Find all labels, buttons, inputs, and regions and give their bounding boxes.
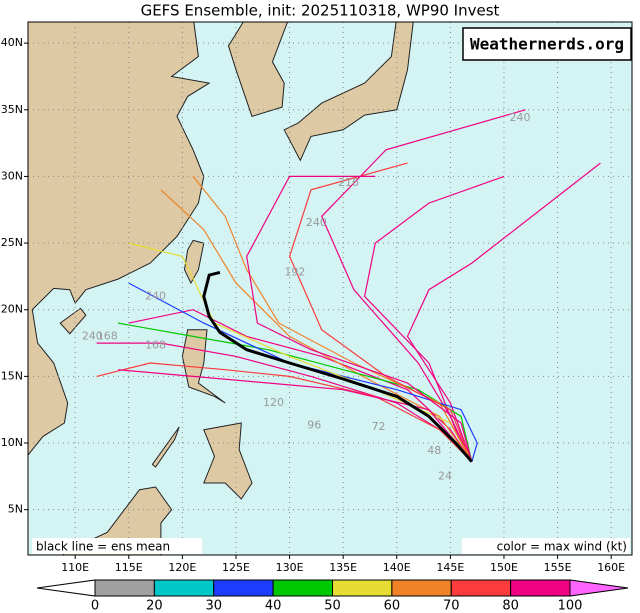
- ensemble-track: [117, 322, 473, 462]
- land: [59, 307, 87, 335]
- hour-label: 192: [284, 265, 305, 278]
- colorbar-label: 100: [558, 599, 583, 613]
- lon-label: 130E: [276, 561, 304, 574]
- colorbar-segment: [332, 579, 393, 597]
- lon-label: 150E: [490, 561, 518, 574]
- ensemble-mean: [202, 270, 473, 463]
- colorbar-label: 0: [91, 599, 99, 613]
- colorbar-label: 70: [443, 599, 460, 613]
- watermark-box: [462, 27, 632, 61]
- lon-label: 155E: [544, 561, 572, 574]
- lon-label: 145E: [436, 561, 464, 574]
- hour-label: 72: [372, 420, 386, 433]
- watermark: Weathernerds.org: [470, 35, 624, 54]
- hour-label: 48: [427, 444, 441, 457]
- colorbar-label: 20: [146, 599, 163, 613]
- colorbar-segment: [391, 579, 452, 597]
- lon-label: 125E: [222, 561, 250, 574]
- colorbar-segment: [153, 579, 215, 597]
- ensemble-track: [192, 176, 473, 462]
- hour-label: 168: [97, 329, 118, 342]
- hour-label: 240: [306, 216, 327, 229]
- note-bg: [32, 538, 202, 554]
- hour-label: 240: [82, 329, 103, 342]
- colorbar-label: 60: [384, 599, 401, 613]
- lat-label: 30N: [1, 169, 23, 182]
- hour-label: 240: [510, 111, 531, 124]
- ensemble-track: [96, 362, 473, 463]
- right-note: color = max wind (kt): [497, 540, 627, 554]
- colorbar-over: [569, 579, 629, 597]
- note-bg: [462, 538, 630, 554]
- colorbar-segment: [94, 579, 155, 597]
- colorbar-label: 80: [502, 599, 519, 613]
- map-frame: [27, 21, 633, 556]
- hour-label: 168: [145, 339, 166, 352]
- lat-label: 10N: [1, 436, 23, 449]
- ensemble-track: [128, 309, 473, 463]
- ensemble-track: [160, 189, 473, 463]
- lat-label: 25N: [1, 236, 23, 249]
- ensemble-track: [406, 162, 601, 462]
- lon-label: 160E: [597, 561, 625, 574]
- hour-label: 240: [145, 289, 166, 302]
- hour-label: 120: [263, 396, 284, 409]
- colorbar-segment: [450, 579, 512, 597]
- colorbar-segment: [213, 579, 274, 597]
- colorbar-label: 30: [205, 599, 222, 613]
- land: [227, 22, 289, 118]
- left-note: black line = ens mean: [36, 540, 170, 554]
- ensemble-track: [128, 282, 478, 462]
- lat-label: 15N: [1, 369, 23, 382]
- lat-label: 40N: [1, 36, 23, 49]
- lat-label: 35N: [1, 103, 23, 116]
- colorbar-label: 40: [265, 599, 282, 613]
- hour-label: 24: [438, 469, 452, 482]
- ensemble-track: [363, 175, 505, 462]
- hour-label: 216: [338, 176, 359, 189]
- lon-label: 115E: [115, 561, 143, 574]
- lon-label: 135E: [329, 561, 357, 574]
- lon-label: 140E: [383, 561, 411, 574]
- colorbar-segment: [510, 579, 571, 597]
- lon-label: 120E: [168, 561, 196, 574]
- ensemble-track: [288, 162, 473, 462]
- ensemble-track: [117, 369, 473, 463]
- lat-label: 20N: [1, 303, 23, 316]
- hour-label: 96: [307, 419, 321, 432]
- colorbar-segment: [272, 579, 333, 597]
- lon-label: 110E: [61, 561, 89, 574]
- colorbar-label: 50: [324, 599, 341, 613]
- ensemble-track: [246, 175, 473, 462]
- land: [203, 422, 253, 500]
- title: GEFS Ensemble, init: 2025110318, WP90 In…: [141, 2, 500, 20]
- land: [151, 426, 180, 468]
- colorbar-under: [36, 579, 96, 597]
- land: [283, 22, 414, 162]
- land: [28, 22, 211, 456]
- lat-label: 5N: [8, 503, 23, 516]
